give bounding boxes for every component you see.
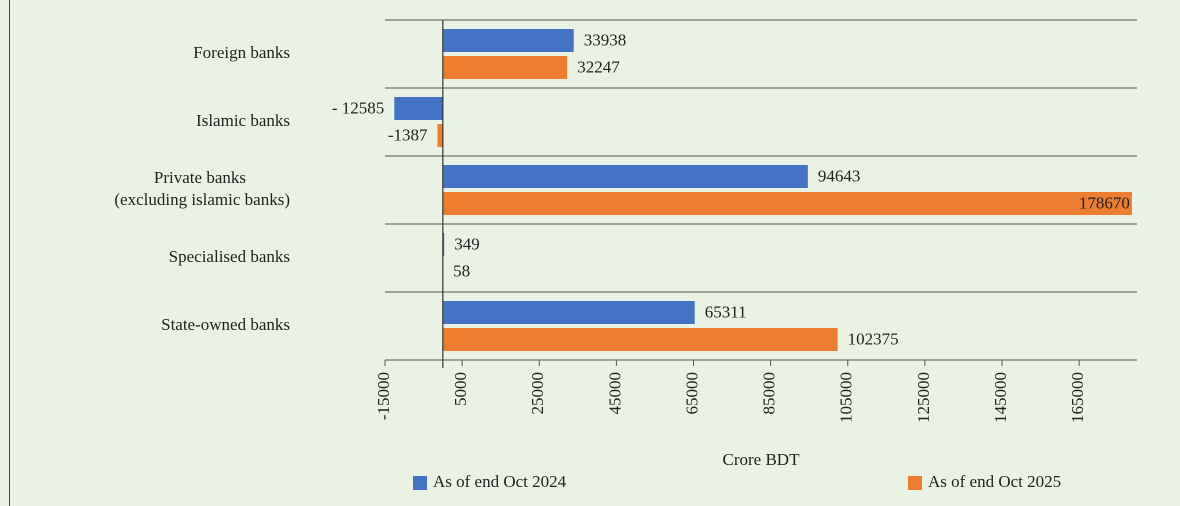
value-label: 94643 xyxy=(818,166,861,185)
bar xyxy=(437,124,443,147)
x-tick-label: 145000 xyxy=(991,372,1010,423)
x-tick-label: 105000 xyxy=(837,372,856,423)
value-label: 102375 xyxy=(848,329,899,348)
bar xyxy=(442,29,574,52)
legend-swatch xyxy=(413,476,427,490)
x-axis-label: Crore BDT xyxy=(723,450,801,469)
value-label: 33938 xyxy=(584,30,627,49)
legend-label: As of end Oct 2025 xyxy=(928,472,1061,491)
bar xyxy=(442,165,808,188)
x-tick-label: -15000 xyxy=(374,372,393,420)
x-tick-label: 125000 xyxy=(914,372,933,423)
category-label-line: Private banks xyxy=(154,168,246,187)
value-label: 178670 xyxy=(1079,193,1130,212)
x-tick-label: 165000 xyxy=(1068,372,1087,423)
category-label: Foreign banks xyxy=(193,43,290,62)
x-tick-label: 65000 xyxy=(682,372,701,415)
x-tick-label: 5000 xyxy=(451,372,470,406)
value-label: 349 xyxy=(454,234,480,253)
legend-label: As of end Oct 2024 xyxy=(433,472,567,491)
category-label: Islamic banks xyxy=(196,111,290,130)
bar xyxy=(442,328,838,351)
x-tick-label: 45000 xyxy=(605,372,624,415)
x-tick-label: 85000 xyxy=(760,372,779,415)
x-tick-label: 25000 xyxy=(528,372,547,415)
category-label: State-owned banks xyxy=(161,315,290,334)
bar xyxy=(442,233,445,256)
category-label-line: (excluding islamic banks) xyxy=(114,190,290,209)
bar xyxy=(442,301,695,324)
legend-swatch xyxy=(908,476,922,490)
value-label: 65311 xyxy=(705,302,747,321)
bar xyxy=(442,56,568,79)
value-label: -1387 xyxy=(388,125,428,144)
category-label: Specialised banks xyxy=(169,247,290,266)
bar xyxy=(394,97,443,120)
value-label: 32247 xyxy=(577,57,620,76)
value-label: 58 xyxy=(453,261,470,280)
bar xyxy=(442,192,1132,215)
value-label: - 12585 xyxy=(332,98,384,117)
category-label: Private banks (excluding islamic banks) xyxy=(114,168,290,209)
